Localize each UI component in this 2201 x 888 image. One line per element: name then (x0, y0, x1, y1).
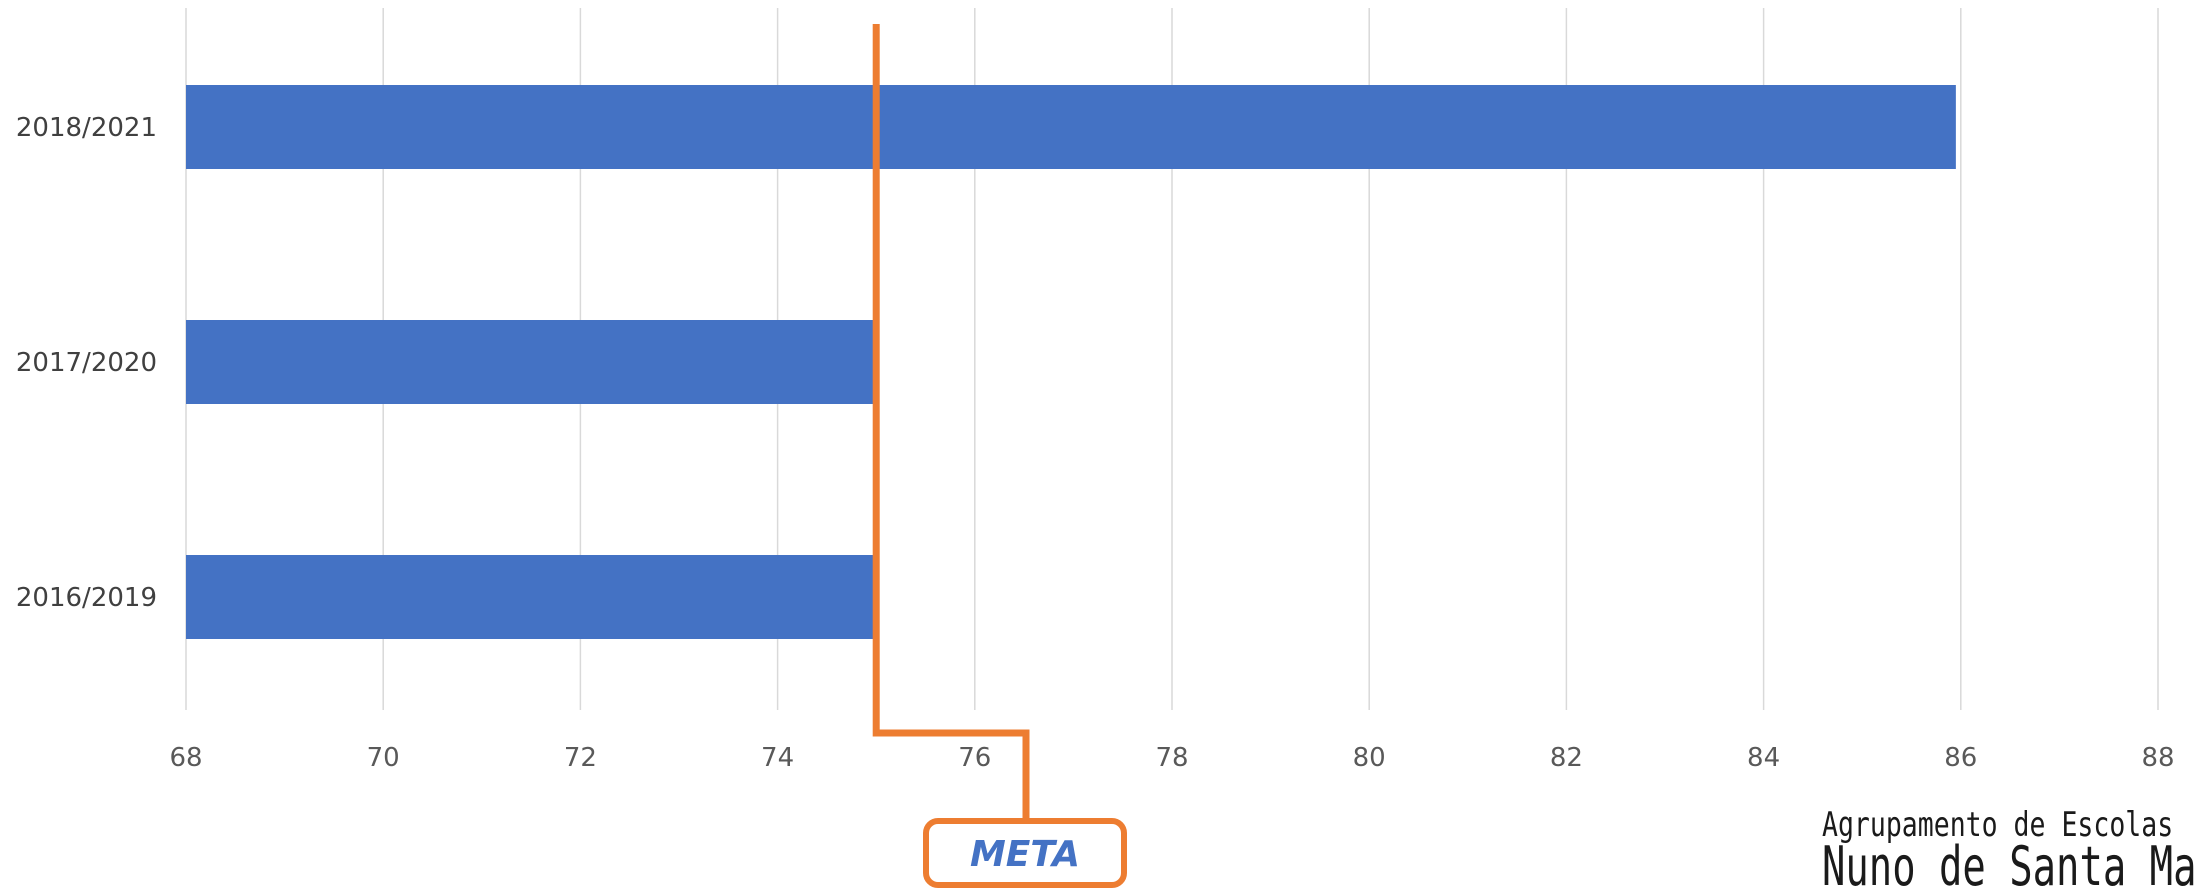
x-axis-ticks: 68 70 72 74 76 78 80 82 84 86 88 (169, 743, 2174, 773)
logo-line-2: Nuno de Santa Maria (1822, 836, 2201, 888)
y-axis-categories: 2018/2021 2017/2020 2016/2019 (16, 113, 157, 613)
category-label-0: 2018/2021 (16, 113, 157, 143)
target-label: META (970, 834, 1080, 875)
bar-2016-2019 (186, 555, 877, 639)
bar-2017-2020 (186, 320, 877, 404)
x-tick-label-1: 70 (367, 743, 400, 773)
x-tick-label-6: 80 (1353, 743, 1386, 773)
x-tick-label-2: 72 (564, 743, 597, 773)
target-marker: META (872, 24, 1127, 888)
bars (186, 85, 1956, 639)
target-label-box (923, 818, 1127, 888)
x-tick-label-9: 86 (1944, 743, 1977, 773)
logo-line-1: Agrupamento de Escolas (1822, 806, 2173, 845)
x-tick-label-8: 84 (1747, 743, 1780, 773)
category-label-1: 2017/2020 (16, 348, 157, 378)
x-tick-label-10: 88 (2141, 743, 2174, 773)
x-tick-label-4: 76 (958, 743, 991, 773)
target-line (872, 24, 1030, 823)
bar-2018-2021 (186, 85, 1956, 169)
x-tick-label-7: 82 (1550, 743, 1583, 773)
x-tick-label-0: 68 (169, 743, 202, 773)
category-label-2: 2016/2019 (16, 583, 157, 613)
x-tick-label-3: 74 (761, 743, 794, 773)
school-logo: Agrupamento de Escolas Nuno de Santa Mar… (1822, 806, 2201, 888)
x-tick-label-5: 78 (1155, 743, 1188, 773)
